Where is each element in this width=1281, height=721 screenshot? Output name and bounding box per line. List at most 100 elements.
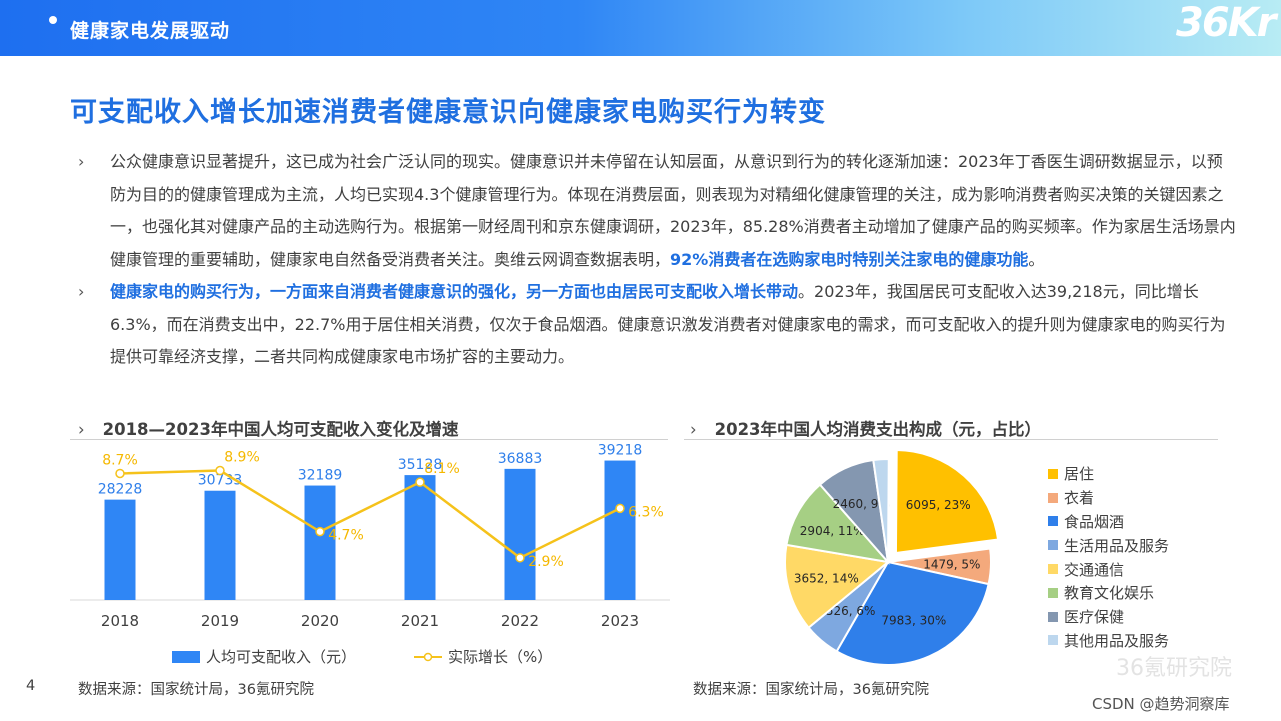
paragraph-text: 。2023年，我国居民可支配收入达39,218元，同比增长6.3%，而在消费支出… <box>110 282 1226 366</box>
x-tick-label: 2023 <box>601 612 639 630</box>
legend-line-swatch <box>414 652 442 661</box>
pie-slice-label: 3652, 14% <box>794 572 859 586</box>
right-chart-title-text: 2023年中国人均消费支出构成（元，占比） <box>714 420 1042 439</box>
right-source: 数据来源：国家统计局，36氪研究院 <box>693 682 929 698</box>
bar <box>104 499 136 600</box>
consumption-pie-chart: 6095, 23%1479, 5%7983, 30%1526, 6%3652, … <box>784 449 1000 666</box>
legend-line-label: 实际增长（%） <box>448 648 553 666</box>
legend-label: 食品烟酒 <box>1064 512 1125 531</box>
growth-value-label: 8.7% <box>102 452 138 468</box>
left-chart-title-text: 2018—2023年中国人均可支配收入变化及增速 <box>102 420 459 439</box>
watermark-brand: 36氪研究院 <box>1116 656 1232 681</box>
legend-bar-swatch <box>172 650 200 663</box>
bar <box>604 460 636 600</box>
bar-value-label: 32189 <box>298 468 343 484</box>
legend-swatch <box>1048 468 1058 479</box>
legend-swatch <box>1048 611 1058 622</box>
growth-point <box>415 477 425 487</box>
legend-label: 教育文化娱乐 <box>1064 584 1155 603</box>
brand-logo: 36Kr <box>1176 0 1276 46</box>
x-tick-label: 2021 <box>401 612 439 630</box>
pie-slice <box>835 560 990 666</box>
legend-label: 衣着 <box>1064 489 1095 508</box>
bullet-list: › 公众健康意识显著提升，这已成为社会广泛认同的现实。健康意识并未停留在认知层面，… <box>78 146 1238 374</box>
pie-slice-label: 2460, 9% <box>833 497 890 511</box>
legend-label: 医疗保健 <box>1064 608 1125 627</box>
pie-legend-item: 交通通信 <box>1048 557 1169 581</box>
legend-swatch <box>1048 587 1058 598</box>
pie-slice-label: 7983, 30% <box>881 613 946 627</box>
legend-line: 实际增长（%） <box>414 646 552 667</box>
chevron-right-icon: › <box>78 282 85 301</box>
growth-value-label: 8.9% <box>224 450 260 466</box>
growth-line <box>119 469 621 560</box>
legend-label: 居住 <box>1064 465 1095 484</box>
pie-legend-item: 教育文化娱乐 <box>1048 581 1169 605</box>
bullet-paragraph-2: › 健康家电的购买行为，一方面来自消费者健康意识的强化，另一方面也由居民可支配收入… <box>78 276 1238 374</box>
paragraph-end: 。 <box>1028 249 1045 269</box>
growth-value-label: 8.1% <box>424 461 460 477</box>
bar-value-label: 35128 <box>398 457 443 473</box>
growth-point <box>115 468 125 479</box>
growth-value-label: 6.3% <box>628 504 664 520</box>
section-divider <box>684 439 1218 440</box>
watermark-csdn: CSDN @趋势洞察库 <box>1092 695 1230 713</box>
chevron-right-icon: › <box>690 420 697 439</box>
legend-label: 其他用品及服务 <box>1064 631 1170 650</box>
growth-value-label: 2.9% <box>528 554 564 570</box>
header-bar: 健康家电发展驱动 36Kr <box>0 0 1281 56</box>
pie-slice-label: 2904, 11% <box>800 524 865 538</box>
bar <box>304 485 336 600</box>
right-chart-title: › 2023年中国人均消费支出构成（元，占比） <box>690 416 1041 440</box>
bar-value-label: 36883 <box>498 451 543 467</box>
pie-slice-label: 6095, 23% <box>906 498 971 512</box>
legend-swatch <box>1048 540 1058 551</box>
growth-point <box>515 553 525 563</box>
growth-point <box>615 503 625 514</box>
legend-swatch <box>1048 492 1058 503</box>
left-source: 数据来源：国家统计局，36氪研究院 <box>78 682 314 698</box>
pie-legend-item: 生活用品及服务 <box>1048 533 1169 557</box>
bullet-paragraph-1: › 公众健康意识显著提升，这已成为社会广泛认同的现实。健康意识并未停留在认知层面，… <box>78 146 1238 276</box>
highlight-text: 健康家电的购买行为，一方面来自消费者健康意识的强化，另一方面也由居民可支配收入增… <box>110 282 799 301</box>
pie-slice-label: 1479, 5% <box>923 558 980 572</box>
pie-legend-item: 居住 <box>1048 462 1169 486</box>
paragraph-text: 公众健康意识显著提升，这已成为社会广泛认同的现实。健康意识并未停留在认知层面，从… <box>110 152 1236 269</box>
highlight-text: 92%消费者在选购家电时特别关注家电的健康功能 <box>670 249 1029 269</box>
bar-value-label: 39218 <box>598 443 643 459</box>
bar <box>204 490 236 600</box>
section-divider <box>70 439 668 440</box>
pie-slice <box>785 483 891 564</box>
x-tick-label: 2020 <box>301 612 339 630</box>
pie-slice <box>872 458 890 563</box>
legend-bar-label: 人均可支配收入（元） <box>206 648 357 666</box>
growth-point <box>315 526 325 537</box>
growth-point <box>215 465 225 476</box>
bar <box>504 468 536 600</box>
bullet-dot-icon <box>49 16 57 24</box>
pie-legend-item: 医疗保健 <box>1048 605 1169 629</box>
legend-bar: 人均可支配收入（元） <box>172 646 356 667</box>
header-title: 健康家电发展驱动 <box>70 20 231 42</box>
pie-legend: 居住衣着食品烟酒生活用品及服务 交通通信教育文化娱乐 医疗保健其他用品及服务 <box>1048 462 1169 652</box>
left-chart-title: › 2018—2023年中国人均可支配收入变化及增速 <box>78 416 458 440</box>
legend-swatch <box>1048 564 1058 575</box>
legend-swatch <box>1048 635 1058 646</box>
legend-label: 交通通信 <box>1064 560 1125 579</box>
growth-value-label: 4.7% <box>328 528 364 544</box>
page-title: 可支配收入增长加速消费者健康意识向健康家电购买行为转变 <box>70 97 826 128</box>
x-tick-label: 2022 <box>501 612 539 630</box>
pie-legend-item: 其他用品及服务 <box>1048 629 1169 653</box>
pie-legend-item: 衣着 <box>1048 486 1169 510</box>
pie-slice <box>784 543 891 630</box>
pie-legend-item: 食品烟酒 <box>1048 510 1169 534</box>
chevron-right-icon: › <box>78 420 85 439</box>
bar-value-label: 28228 <box>98 482 143 498</box>
x-tick-label: 2018 <box>101 612 139 630</box>
legend-swatch <box>1048 516 1058 527</box>
income-bar-line-chart: 2822820183073320193218920203512820213688… <box>70 443 670 630</box>
page-number: 4 <box>26 678 36 694</box>
legend-label: 生活用品及服务 <box>1064 536 1170 555</box>
pie-slice <box>894 449 1000 555</box>
chevron-right-icon: › <box>78 152 85 171</box>
